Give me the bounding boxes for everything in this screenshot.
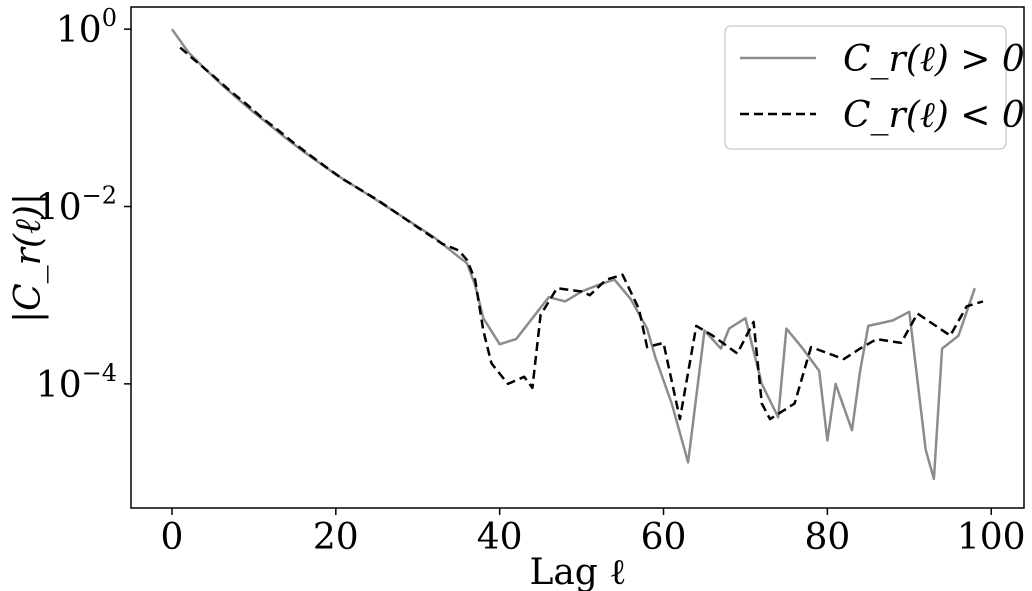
legend-label-negative: C_r(ℓ) < 0 <box>843 95 1025 136</box>
series-layer <box>170 28 984 481</box>
y-tick-label: 10−2 <box>36 182 117 229</box>
x-tick-label: 0 <box>161 517 184 558</box>
y-axis-label: |C_r(ℓ)| <box>8 193 49 323</box>
legend-label-positive: C_r(ℓ) > 0 <box>843 39 1025 80</box>
x-tick-label: 40 <box>477 517 523 558</box>
y-tick-label: 10−4 <box>36 359 117 406</box>
y-axis: 100 10−2 10−4 <box>36 4 131 406</box>
x-tick-label: 80 <box>804 517 850 558</box>
legend: C_r(ℓ) > 0 C_r(ℓ) < 0 <box>724 25 1025 150</box>
x-tick-label: 60 <box>641 517 687 558</box>
x-tick-label: 100 <box>957 517 1026 558</box>
x-axis: 0 20 40 60 80 100 <box>161 508 1026 558</box>
y-tick-label: 100 <box>56 4 117 51</box>
x-tick-label: 20 <box>313 517 359 558</box>
series-line-negative <box>179 46 984 421</box>
x-axis-label: Lag ℓ <box>529 552 626 591</box>
plot-area-frame <box>130 6 1025 509</box>
